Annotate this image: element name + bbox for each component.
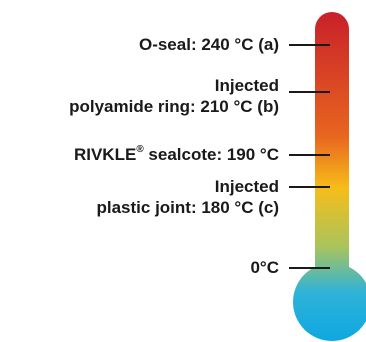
label-rivkle-value: sealcote: 190 °C xyxy=(143,145,279,164)
thermometer-body xyxy=(293,12,366,341)
thermometer-bulb xyxy=(293,263,366,341)
label-rivkle-name: RIVKLE xyxy=(73,145,137,164)
label-o-seal: O-seal: 240 °C (a) xyxy=(139,34,279,55)
thermometer-tube xyxy=(315,12,349,302)
label-polyamide-line2: polyamide ring: 210 °C (b) xyxy=(69,97,279,116)
label-o-seal-text: O-seal: 240 °C (a) xyxy=(138,35,279,54)
label-polyamide-line1: Injected xyxy=(214,76,279,95)
registered-mark: ® xyxy=(136,144,144,156)
label-zero-text: 0°C xyxy=(250,258,279,277)
label-rivkle-sealcote: RIVKLE® sealcote: 190 °C xyxy=(74,144,279,165)
label-rivkle-line: RIVKLE® sealcote: 190 °C xyxy=(74,144,279,165)
label-plastic-line2: plastic joint: 180 °C (c) xyxy=(96,198,279,217)
label-plastic-line1: Injected xyxy=(214,177,279,196)
tick-marks xyxy=(289,44,330,269)
label-plastic-joint: Injected plastic joint: 180 °C (c) xyxy=(96,176,279,218)
label-zero: 0°C xyxy=(250,257,279,278)
label-polyamide-ring: Injected polyamide ring: 210 °C (b) xyxy=(69,75,279,117)
